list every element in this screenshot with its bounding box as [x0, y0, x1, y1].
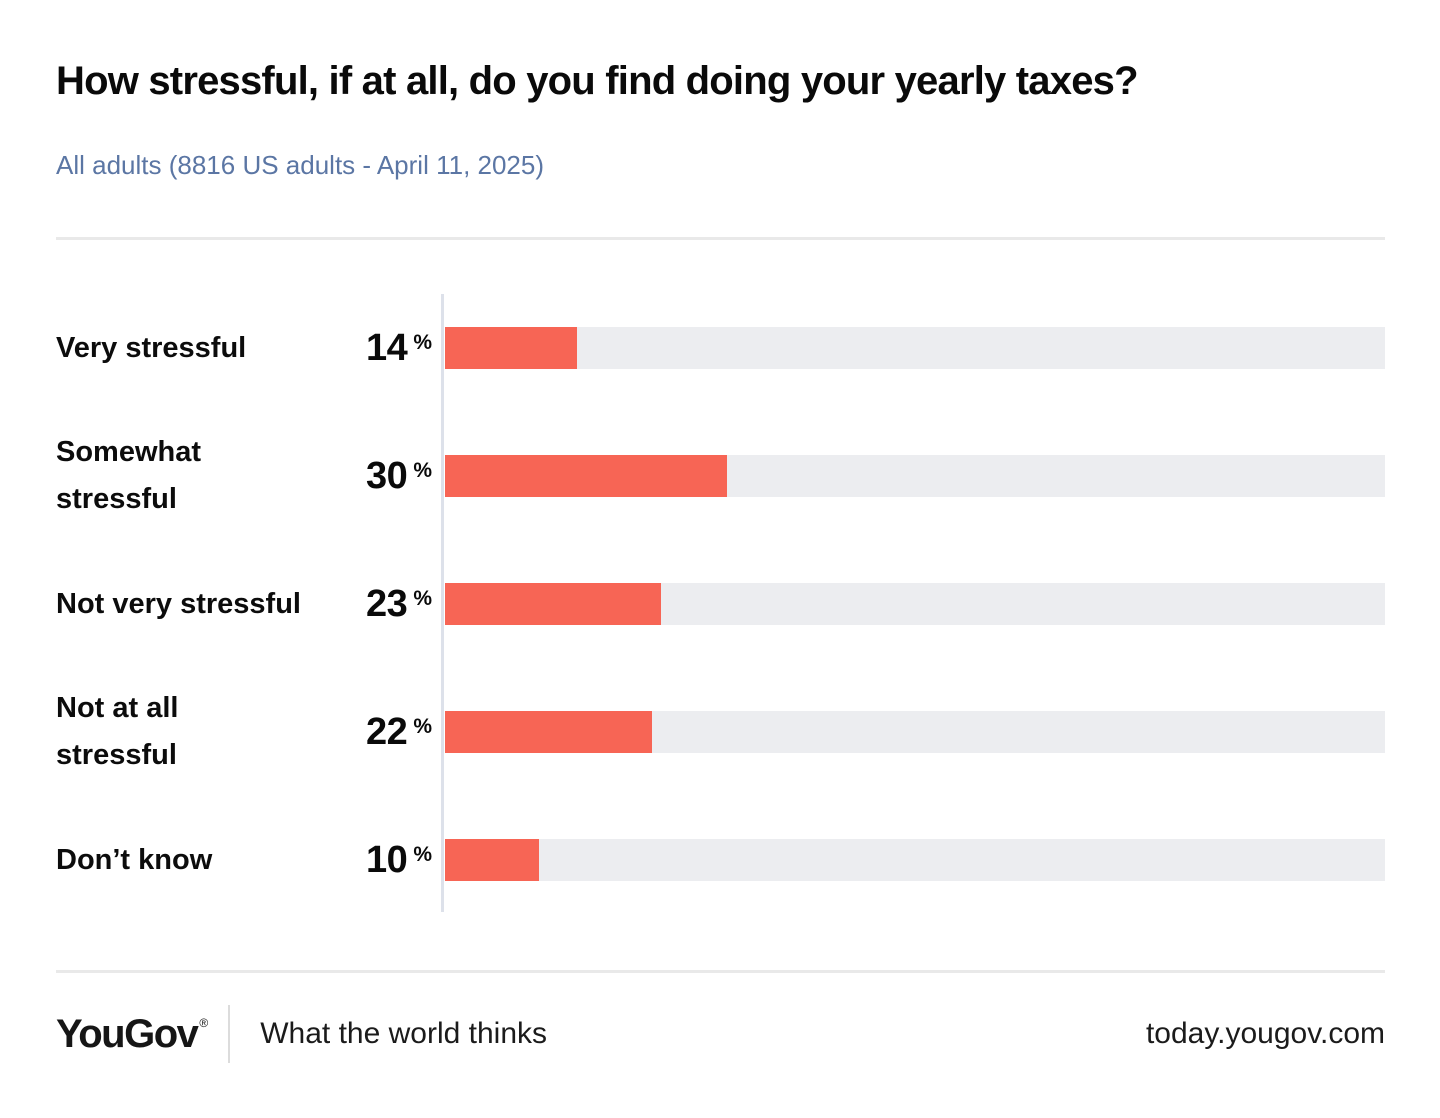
footer-separator [228, 1005, 231, 1063]
chart-row: Very stressful 14% [56, 284, 1385, 412]
footer-tagline: What the world thinks [260, 1017, 548, 1050]
value-number: 10 [366, 838, 408, 881]
bar-track [445, 327, 1385, 369]
value-number: 23 [366, 582, 408, 625]
bar-fill [445, 583, 662, 625]
yougov-logo-text: YouGov [56, 1011, 199, 1056]
chart-row: Not at all stressful 22% [56, 668, 1385, 796]
percent-sign: % [413, 586, 432, 610]
bar-chart: Very stressful 14% Somewhat stressful 30%… [56, 284, 1385, 924]
bar-track [445, 839, 1385, 881]
bar-fill [445, 327, 577, 369]
percent-sign: % [413, 330, 432, 354]
bar-track [445, 583, 1385, 625]
category-label: Don’t know [56, 843, 213, 876]
chart-row: Don’t know 10% [56, 796, 1385, 924]
percent-sign: % [413, 714, 432, 738]
percent-sign: % [413, 842, 432, 866]
value-label: 14% [344, 327, 432, 370]
yougov-logo: YouGov ® [56, 1011, 209, 1057]
bar-fill [445, 711, 652, 753]
value-label: 23% [344, 583, 432, 626]
axis-baseline [441, 294, 444, 912]
value-label: 22% [344, 711, 432, 754]
chart-rows: Very stressful 14% Somewhat stressful 30%… [56, 284, 1385, 924]
category-label: Not at all stressful [56, 692, 179, 771]
chart-row: Somewhat stressful 30% [56, 412, 1385, 540]
bar-fill [445, 839, 539, 881]
bar-track [445, 455, 1385, 497]
value-label: 30% [344, 455, 432, 498]
footer: YouGov ® What the world thinks today.youg… [56, 1005, 1385, 1063]
top-divider [56, 237, 1385, 240]
footer-url: today.yougov.com [1145, 1017, 1385, 1050]
category-label: Not very stressful [56, 587, 301, 620]
chart-row: Not very stressful 23% [56, 540, 1385, 668]
sample-subtitle: All adults (8816 US adults - April 11, 2… [56, 150, 545, 180]
page-title: How stressful, if at all, do you find do… [56, 59, 1139, 103]
value-number: 14 [366, 326, 408, 369]
registered-trademark-icon: ® [199, 1015, 209, 1030]
percent-sign: % [413, 458, 432, 482]
value-number: 22 [366, 710, 408, 753]
bar-fill [445, 455, 727, 497]
category-label: Very stressful [56, 331, 247, 364]
bar-track [445, 711, 1385, 753]
value-label: 10% [344, 839, 432, 882]
bottom-divider [56, 970, 1385, 973]
category-label: Somewhat stressful [56, 436, 202, 515]
value-number: 30 [366, 454, 408, 497]
